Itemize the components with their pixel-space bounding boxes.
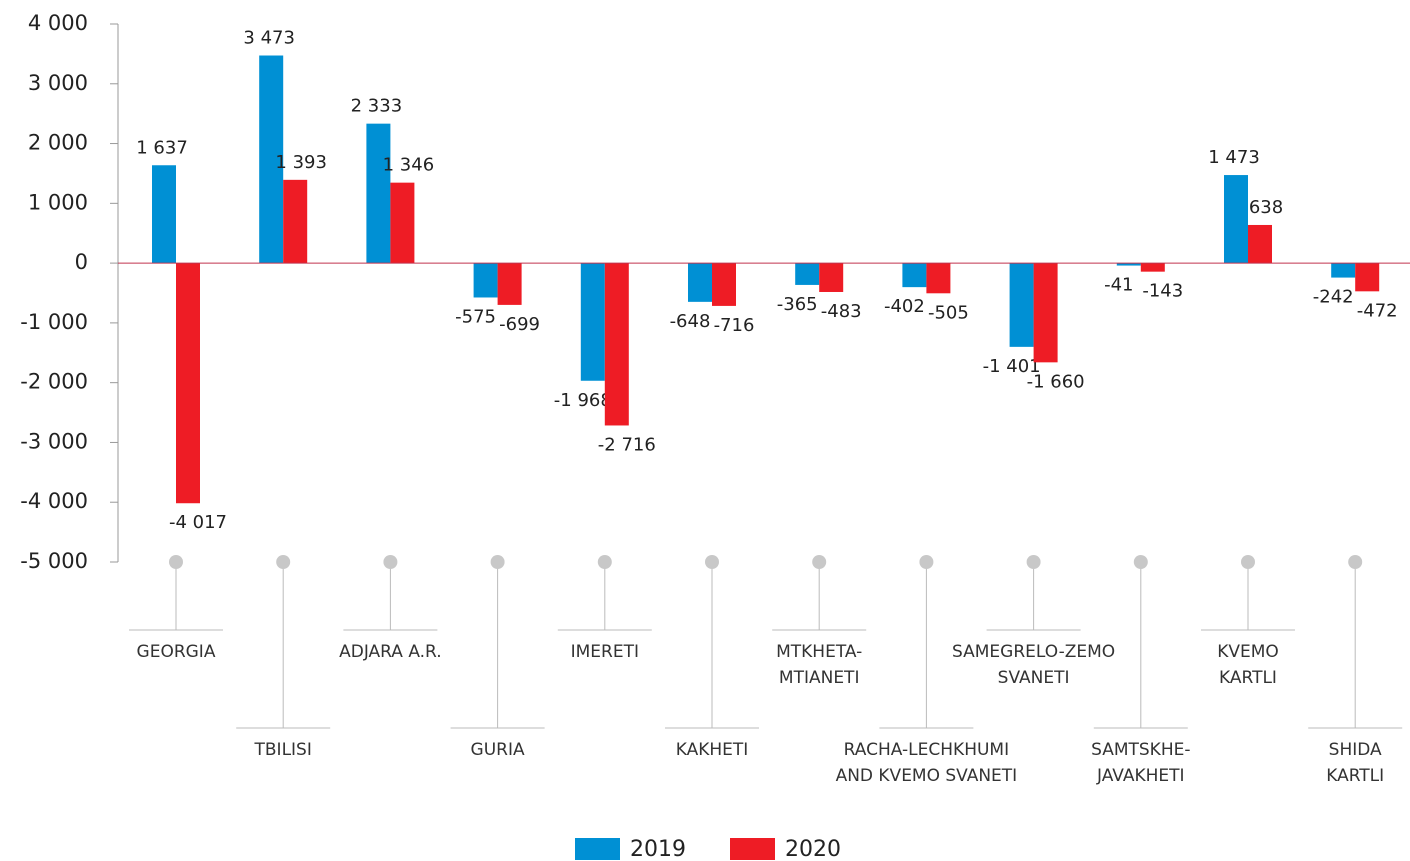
dot bbox=[1241, 555, 1255, 569]
y-tick-label: 0 bbox=[75, 250, 88, 274]
value-label: -505 bbox=[928, 302, 969, 323]
y-tick-label: 2 000 bbox=[28, 131, 88, 155]
value-label: 1 393 bbox=[275, 152, 327, 173]
dot bbox=[1026, 555, 1041, 569]
bar bbox=[176, 263, 200, 504]
bar bbox=[473, 263, 498, 298]
y-tick-label: 1 000 bbox=[28, 190, 88, 214]
x-tick-label: SAMTSKHE- JAVAKHETI bbox=[1091, 740, 1191, 786]
value-label: 638 bbox=[1249, 197, 1283, 218]
value-label: -2 716 bbox=[598, 434, 656, 455]
value-label: 1 637 bbox=[136, 137, 188, 158]
x-tick-label: RACHA-LECHKHUMI AND KVEMO SVANETI bbox=[835, 740, 1018, 786]
value-label: 2 333 bbox=[351, 96, 403, 117]
x-tick-label: GEORGIA bbox=[136, 642, 216, 662]
bar bbox=[604, 263, 629, 426]
bar bbox=[1355, 263, 1380, 292]
bar bbox=[580, 263, 605, 381]
x-tick-label: IMERETI bbox=[570, 642, 639, 662]
value-label: -1 401 bbox=[983, 356, 1041, 377]
bar bbox=[1009, 263, 1034, 347]
x-tick-label: SHIDA KARTLI bbox=[1326, 740, 1385, 786]
dot bbox=[597, 555, 612, 569]
bar bbox=[497, 263, 522, 305]
bar bbox=[1140, 263, 1165, 272]
x-tick-label: GURIA bbox=[470, 740, 525, 760]
value-label: -699 bbox=[499, 314, 540, 335]
dot bbox=[276, 555, 291, 569]
x-tick-label: TBILISI bbox=[254, 740, 312, 760]
dot bbox=[919, 555, 934, 569]
bar bbox=[902, 263, 927, 288]
bar bbox=[795, 263, 820, 285]
y-tick-label: 3 000 bbox=[28, 71, 88, 95]
x-tick-label: SAMEGRELO-ZEMO SVANETI bbox=[952, 642, 1116, 688]
value-label: -365 bbox=[777, 294, 818, 315]
legend-label: 2020 bbox=[785, 837, 841, 861]
bar bbox=[1224, 175, 1248, 264]
legend-swatch bbox=[575, 838, 620, 860]
bar bbox=[390, 182, 415, 264]
bar bbox=[1033, 263, 1058, 363]
value-label: -242 bbox=[1313, 287, 1354, 308]
value-label: 1 473 bbox=[1208, 147, 1260, 168]
bar bbox=[926, 263, 951, 294]
y-tick-label: -2 000 bbox=[20, 370, 88, 394]
value-label: -4 017 bbox=[169, 512, 227, 533]
value-label: -716 bbox=[714, 315, 755, 336]
dot bbox=[490, 555, 505, 569]
legend-swatch bbox=[730, 838, 775, 860]
dot bbox=[383, 555, 398, 569]
bar bbox=[283, 179, 308, 264]
bar bbox=[152, 165, 176, 264]
dot bbox=[812, 555, 827, 569]
bar bbox=[688, 263, 712, 302]
value-label: -648 bbox=[670, 311, 711, 332]
bar bbox=[366, 123, 391, 264]
y-tick-label: -4 000 bbox=[20, 489, 88, 513]
legend-label: 2019 bbox=[630, 837, 686, 861]
x-tick-label: ADJARA A.R. bbox=[339, 642, 442, 662]
dot bbox=[705, 555, 719, 569]
value-label: -41 bbox=[1104, 275, 1133, 296]
bar bbox=[819, 263, 844, 292]
y-tick-label: -5 000 bbox=[20, 549, 88, 573]
value-label: -1 968 bbox=[554, 390, 612, 411]
x-tick-label: MTKHETA- MTIANETI bbox=[776, 642, 863, 688]
value-label: 3 473 bbox=[243, 28, 295, 49]
bar bbox=[259, 55, 284, 264]
bar bbox=[1331, 263, 1356, 278]
bar bbox=[712, 263, 736, 306]
bar bbox=[1116, 263, 1141, 266]
value-label: -472 bbox=[1357, 300, 1398, 321]
y-tick-label: -1 000 bbox=[20, 310, 88, 334]
value-label: 1 346 bbox=[383, 155, 435, 176]
dot bbox=[1133, 555, 1148, 569]
value-label: -143 bbox=[1142, 281, 1183, 302]
value-label: -402 bbox=[884, 296, 925, 317]
bar bbox=[1248, 224, 1272, 264]
x-tick-label: KVEMO KARTLI bbox=[1217, 642, 1279, 688]
value-label: -1 660 bbox=[1027, 371, 1085, 392]
dot bbox=[1348, 555, 1363, 569]
y-tick-label: -3 000 bbox=[20, 429, 88, 453]
value-label: -483 bbox=[821, 301, 862, 322]
dot bbox=[169, 555, 183, 569]
x-tick-label: KAKHETI bbox=[675, 740, 749, 760]
value-label: -575 bbox=[455, 306, 496, 327]
y-tick-label: 4 000 bbox=[28, 11, 88, 35]
